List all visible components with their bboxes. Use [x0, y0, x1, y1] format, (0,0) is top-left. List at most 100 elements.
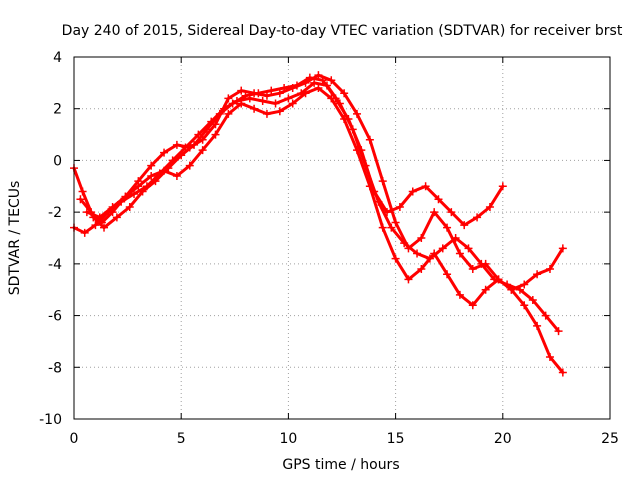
data-point	[100, 223, 109, 232]
data-point	[455, 290, 464, 299]
data-point	[520, 301, 529, 310]
data-point	[258, 96, 267, 105]
data-point	[76, 195, 85, 204]
data-point	[421, 182, 430, 191]
data-point	[160, 166, 169, 175]
data-point	[262, 109, 271, 118]
data-point	[335, 99, 344, 108]
data-point	[160, 148, 169, 157]
data-point	[314, 71, 323, 80]
y-axis: -10 -8 -6 -4 -2 0 2 4	[39, 50, 610, 428]
x-tick-label: 10	[279, 431, 297, 447]
data-point	[327, 76, 336, 85]
data-point	[365, 182, 374, 191]
x-axis: 0 5 10 15 20 25	[70, 57, 619, 447]
data-point	[545, 265, 554, 274]
x-tick-label: 5	[177, 431, 186, 447]
data-point	[211, 120, 220, 129]
series-track-4	[82, 84, 567, 377]
data-point	[391, 254, 400, 263]
y-tick-label: 4	[53, 50, 62, 66]
data-point	[250, 104, 259, 113]
y-tick-label: -8	[48, 360, 62, 376]
data-point	[554, 327, 563, 336]
y-axis-label: SDTVAR / TECUs	[7, 181, 23, 296]
data-point	[271, 99, 280, 108]
data-point	[185, 143, 194, 152]
series-line	[85, 86, 565, 374]
data-point	[224, 94, 233, 103]
data-point	[507, 285, 516, 294]
data-point	[378, 177, 387, 186]
data-point	[168, 156, 177, 165]
data-point	[447, 208, 456, 217]
data-point	[558, 244, 567, 253]
data-point	[340, 115, 349, 124]
data-point	[404, 244, 413, 253]
data-point	[327, 94, 336, 103]
data-point	[468, 265, 477, 274]
data-point	[430, 208, 439, 217]
data-point	[485, 202, 494, 211]
data-point	[408, 187, 417, 196]
data-point	[232, 96, 241, 105]
data-point	[108, 202, 117, 211]
data-point	[194, 130, 203, 139]
data-point	[473, 213, 482, 222]
y-tick-label: -10	[39, 412, 62, 428]
data-point	[224, 109, 233, 118]
data-point	[395, 202, 404, 211]
data-point	[95, 213, 104, 222]
data-point	[417, 234, 426, 242]
data-point	[237, 99, 246, 108]
data-point	[207, 117, 216, 126]
data-point	[245, 94, 254, 103]
data-point	[142, 182, 151, 191]
data-point	[80, 228, 89, 237]
data-point	[112, 213, 121, 222]
data-point	[314, 84, 323, 93]
data-point	[125, 202, 134, 211]
data-point	[134, 182, 143, 191]
data-point	[481, 285, 490, 294]
data-point	[464, 244, 473, 253]
data-point	[498, 182, 507, 191]
data-point	[520, 280, 529, 289]
data-point	[481, 259, 490, 268]
data-point	[172, 171, 181, 180]
data-point	[378, 223, 387, 232]
data-point	[172, 140, 181, 149]
y-tick-label: 2	[53, 102, 62, 118]
data-point	[288, 99, 297, 108]
data-point	[275, 89, 284, 98]
y-tick-label: 0	[53, 153, 62, 169]
series-track-2	[70, 78, 563, 336]
data-point	[198, 135, 207, 144]
data-point	[417, 265, 426, 274]
data-point	[78, 187, 87, 196]
y-tick-label: -2	[48, 205, 62, 221]
data-point	[185, 161, 194, 170]
data-point	[443, 223, 452, 232]
data-point	[147, 171, 156, 180]
data-point	[275, 107, 284, 116]
y-tick-label: -4	[48, 257, 62, 273]
data-point	[430, 249, 439, 258]
chart-title: Day 240 of 2015, Sidereal Day-to-day VTE…	[62, 23, 623, 39]
data-point	[267, 86, 276, 95]
data-point	[91, 221, 100, 230]
data-point	[545, 352, 554, 361]
data-point	[284, 94, 293, 103]
plot-frame	[73, 56, 611, 420]
data-point	[288, 84, 297, 93]
data-point	[455, 249, 464, 258]
x-tick-label: 15	[387, 431, 405, 447]
data-point	[82, 208, 91, 217]
data-point	[237, 86, 246, 95]
data-point	[387, 223, 396, 232]
data-point	[533, 321, 542, 330]
data-point	[438, 244, 447, 253]
data-point	[404, 275, 413, 284]
data-point	[391, 218, 400, 227]
